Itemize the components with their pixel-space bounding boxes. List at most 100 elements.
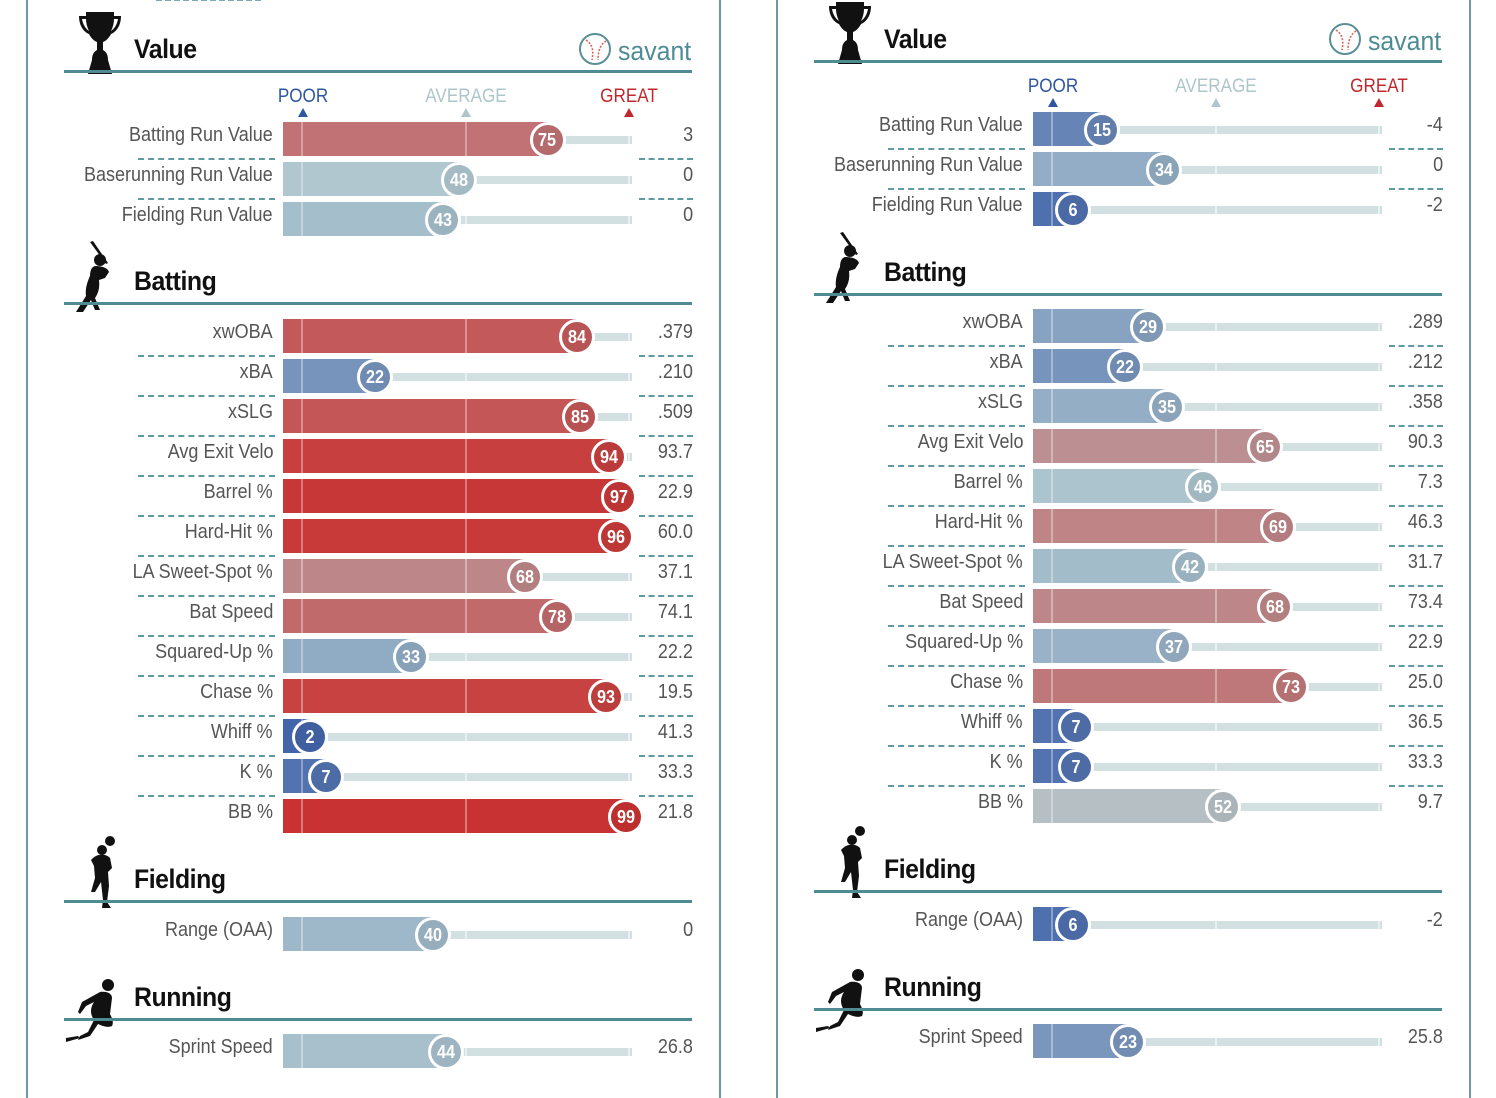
metric-value: .379 (657, 321, 693, 343)
bar-gridline (465, 122, 467, 156)
bar-gridline (1051, 429, 1053, 463)
section-title: Running (134, 982, 232, 1012)
percentile-badge: 75 (529, 122, 566, 158)
percentile-value: 7 (1071, 756, 1081, 777)
metric-label: Batting Run Value (129, 124, 273, 146)
percentile-value: 33 (401, 646, 420, 667)
row-divider-left (138, 355, 275, 357)
fielder-icon (834, 826, 874, 905)
section-divider (814, 1008, 1442, 1011)
scale-marker-great (1374, 98, 1384, 107)
track-tick (1378, 403, 1380, 411)
scale-label-poor: POOR (277, 86, 329, 107)
bar-gridline (301, 679, 303, 713)
percentile-badge: 99 (607, 799, 644, 835)
bar-gridline (301, 439, 303, 473)
percentile-badge: 7 (307, 759, 344, 795)
track-tick (628, 773, 630, 781)
track-tick (1378, 323, 1380, 331)
metric-value: 7.3 (1417, 471, 1443, 493)
bar-gridline (301, 519, 303, 553)
row-divider-left (888, 625, 1025, 627)
row-divider-right (1389, 385, 1443, 387)
percentile-badge: 97 (601, 479, 638, 515)
track-tick (465, 653, 467, 661)
percentile-value: 68 (1265, 596, 1284, 617)
percentile-bar (283, 439, 610, 473)
metric-value: 93.7 (657, 441, 693, 463)
metric-label: xSLG (227, 401, 273, 423)
metric-value: -2 (1426, 909, 1443, 931)
metric-label: Chase % (199, 681, 273, 703)
metric-value: 19.5 (657, 681, 693, 703)
metric-row: Hard-Hit % 69 46.3 (778, 507, 1473, 547)
percentile-value: 65 (1255, 436, 1274, 457)
track-tick (1378, 603, 1380, 611)
row-divider-right (1389, 465, 1443, 467)
metric-value: 0 (682, 919, 693, 941)
percentile-bar (283, 202, 444, 236)
percentile-value: 23 (1118, 1031, 1137, 1052)
metric-row: Avg Exit Velo 94 93.7 (28, 437, 723, 477)
metric-value: 46.3 (1407, 511, 1443, 533)
player-card-right: Value savant POOR AVERAGE GREAT Batting Run V… (776, 0, 1471, 1098)
metric-label: Range (OAA) (914, 909, 1023, 931)
metric-label: Range (OAA) (164, 919, 273, 941)
batter-icon (818, 231, 878, 308)
bar-gridline (1051, 549, 1053, 583)
bar-gridline (465, 799, 467, 833)
percentile-bar (283, 122, 548, 156)
metric-row: xSLG 85 .509 (28, 397, 723, 437)
percentile-badge: 93 (588, 679, 625, 715)
track-tick (1215, 206, 1217, 214)
percentile-value: 34 (1154, 159, 1173, 180)
row-divider-right (639, 795, 693, 797)
metric-row: Baserunning Run Value 34 0 (778, 150, 1473, 190)
metric-row: Range (OAA) 40 0 (28, 915, 723, 955)
bar-gridline (301, 917, 303, 951)
track-tick (1378, 483, 1380, 491)
row-divider-left (888, 465, 1025, 467)
metric-label: BB % (227, 801, 273, 823)
section-divider (64, 1018, 692, 1021)
metric-value: 0 (1432, 154, 1443, 176)
row-divider-right (639, 198, 693, 200)
track-tick (1215, 763, 1217, 771)
metric-value: 9.7 (1417, 791, 1443, 813)
metric-value: 37.1 (657, 561, 693, 583)
runner-icon (64, 978, 134, 1051)
metric-row: Fielding Run Value 43 0 (28, 200, 723, 240)
metric-row: Bat Speed 68 73.4 (778, 587, 1473, 627)
percentile-badge: 23 (1109, 1024, 1146, 1060)
row-divider-left (138, 595, 275, 597)
bar-gridline (301, 639, 303, 673)
row-divider-left (138, 475, 275, 477)
track-tick (1378, 643, 1380, 651)
metric-value: -2 (1426, 194, 1443, 216)
metric-label: Batting Run Value (879, 114, 1023, 136)
track-tick (1378, 1038, 1380, 1046)
track-tick (1378, 206, 1380, 214)
percentile-bar (283, 519, 616, 553)
track-tick (1215, 323, 1217, 331)
bar-gridline (1051, 152, 1053, 186)
savant-logo: savant (578, 32, 698, 71)
percentile-value: 15 (1092, 119, 1111, 140)
row-divider-right (1389, 148, 1443, 150)
track-tick (1378, 126, 1380, 134)
bar-gridline (465, 479, 467, 513)
row-divider-right (639, 435, 693, 437)
row-divider-left (888, 745, 1025, 747)
row-divider-right (639, 395, 693, 397)
metric-label: xBA (989, 351, 1023, 373)
percentile-badge: 22 (1106, 349, 1143, 385)
metric-value: 3 (682, 124, 693, 146)
metric-row: Barrel % 97 22.9 (28, 477, 723, 517)
metric-label: Whiff % (211, 721, 273, 743)
percentile-badge: 7 (1057, 709, 1094, 745)
metric-row: Whiff % 7 36.5 (778, 707, 1473, 747)
percentile-bar (283, 319, 577, 353)
row-divider-left (888, 585, 1025, 587)
percentile-bar (283, 917, 434, 951)
percentile-value: 68 (515, 566, 534, 587)
